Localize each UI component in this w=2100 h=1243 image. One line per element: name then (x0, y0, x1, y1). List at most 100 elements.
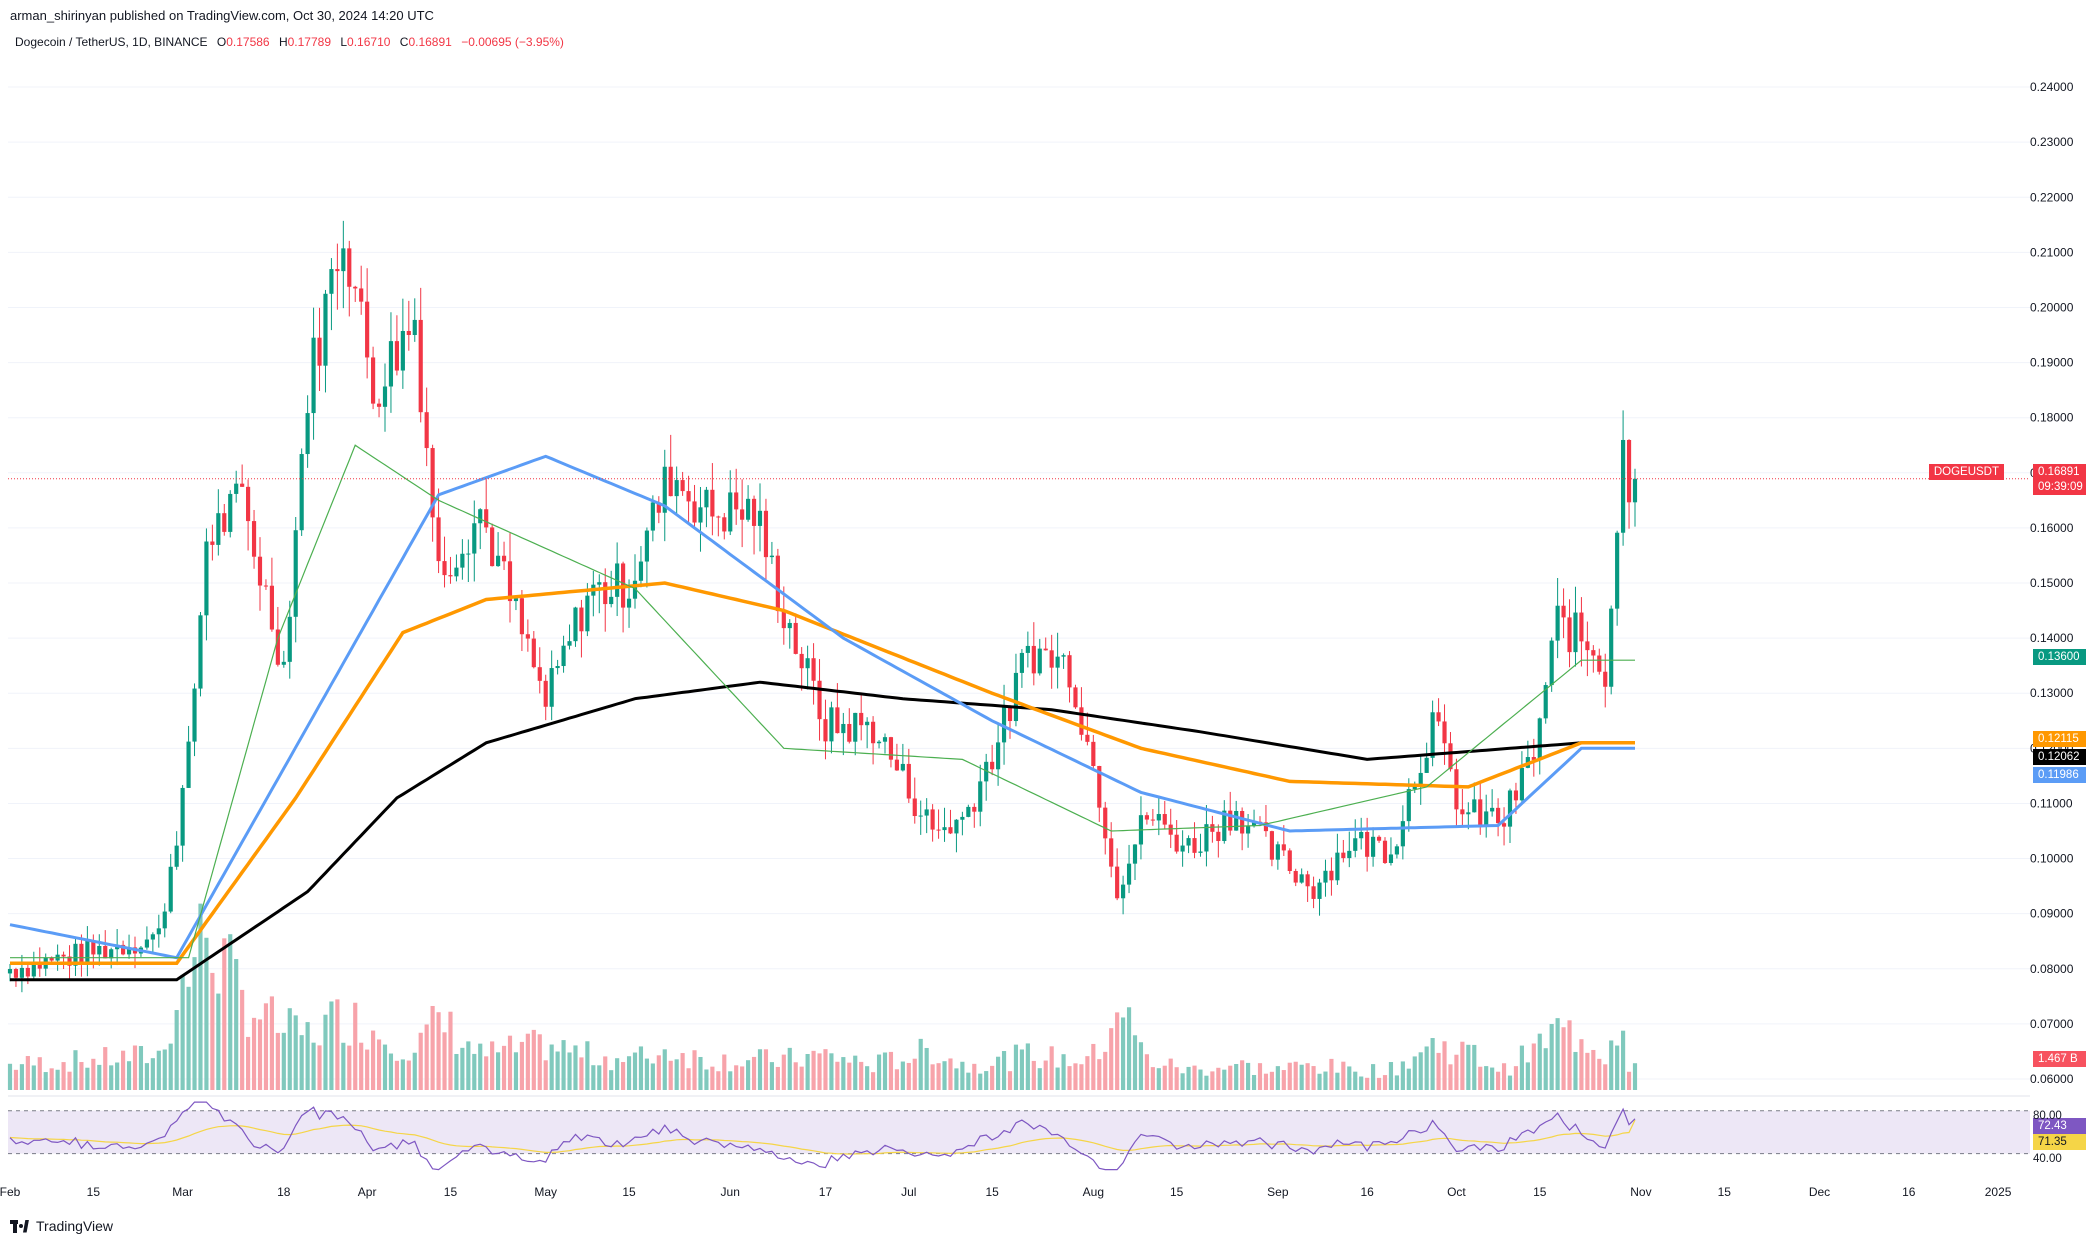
volume-bar (1275, 1066, 1280, 1090)
time-axis-label: 15 (1170, 1185, 1184, 1199)
volume-bar (1424, 1046, 1429, 1090)
volume-bar (269, 996, 274, 1090)
candle-body (525, 634, 530, 639)
volume-bar (1371, 1064, 1376, 1090)
volume-bar (656, 1055, 661, 1090)
time-axis-label: Oct (1447, 1185, 1466, 1199)
candle-body (287, 616, 292, 662)
candle-body (335, 269, 340, 272)
candle-body (1049, 650, 1054, 668)
time-axis-label: 15 (622, 1185, 636, 1199)
candle-body (1621, 439, 1626, 533)
volume-bar (621, 1062, 626, 1090)
candle-body (424, 412, 429, 449)
volume-bar (1466, 1044, 1471, 1090)
candle-body (1103, 807, 1108, 839)
candle-body (388, 341, 394, 387)
candle-body (144, 939, 149, 948)
candle-body (1376, 836, 1382, 841)
volume-bar (978, 1073, 983, 1090)
ma-orange-tag: 0.12115 (2033, 731, 2086, 747)
volume-bar (1394, 1075, 1399, 1090)
candle-body (704, 489, 709, 508)
volume-bar (424, 1024, 429, 1090)
volume-bar (692, 1050, 697, 1090)
candle-body (1549, 640, 1554, 686)
volume-bar (900, 1061, 905, 1090)
volume-bar (549, 1044, 554, 1090)
volume-bar (1626, 1071, 1632, 1090)
candle-body (1347, 850, 1352, 859)
volume-bar (335, 999, 340, 1090)
volume-bar (525, 1033, 530, 1090)
candle-body (1496, 807, 1501, 824)
candle-body (109, 949, 114, 959)
volume-bar (829, 1053, 834, 1090)
candle-body (835, 707, 840, 734)
candle-body (1484, 811, 1489, 827)
candle-body (912, 798, 917, 817)
candle-body (150, 934, 155, 940)
ma-line-black (10, 680, 1635, 982)
volume-bar (1269, 1071, 1274, 1090)
candle-body (853, 712, 858, 742)
volume-bar (1115, 1012, 1120, 1090)
volume-bar (115, 1062, 120, 1090)
candle-body (763, 510, 769, 558)
candle-body (1424, 757, 1429, 773)
volume-bar (948, 1058, 953, 1090)
volume-bar (216, 993, 221, 1090)
candle-body (918, 815, 923, 817)
volume-bar (1365, 1077, 1370, 1090)
candle-body (1513, 790, 1519, 801)
volume-bar (930, 1064, 935, 1090)
volume-bar (103, 1047, 108, 1090)
tradingview-brand[interactable]: TradingView (10, 1218, 113, 1234)
candle-body (251, 521, 257, 557)
volume-bar (501, 1045, 507, 1090)
volume-bar (144, 1063, 149, 1090)
candle-body (1031, 645, 1036, 674)
volume-bar (615, 1058, 620, 1090)
candle-body (1537, 718, 1542, 760)
volume-bar (1555, 1018, 1560, 1090)
candle-body (984, 761, 989, 782)
volume-bar (1246, 1062, 1251, 1090)
candle-body (674, 480, 679, 497)
volume-bar (662, 1049, 667, 1090)
volume-bar (882, 1052, 888, 1090)
volume-bar (109, 1065, 114, 1090)
volume-bar (668, 1060, 673, 1090)
volume-bar (1501, 1063, 1507, 1090)
candle-body (454, 567, 459, 577)
volume-bar (1537, 1033, 1542, 1090)
volume-bar (293, 1015, 298, 1090)
candle-body (1454, 769, 1459, 810)
time-axis-label: Apr (358, 1185, 377, 1199)
candle-body (1085, 734, 1090, 742)
volume-bar (138, 1046, 144, 1090)
candle-body (865, 721, 870, 726)
candle-body (1591, 650, 1596, 656)
volume-bar (906, 1062, 911, 1090)
rsi-pane (8, 1095, 2030, 1171)
candle-body (871, 721, 876, 744)
candle-body (1144, 815, 1149, 820)
volume-bar (680, 1053, 685, 1090)
volume-bar (543, 1060, 548, 1090)
publish-info: arman_shirinyan published on TradingView… (10, 8, 434, 23)
candle-body (876, 741, 882, 744)
candle-body (1115, 866, 1120, 899)
volume-bar (1513, 1066, 1519, 1090)
candle-body (1418, 772, 1423, 785)
volume-bar (496, 1052, 501, 1090)
candle-body (1192, 838, 1197, 853)
candle-body (305, 413, 310, 455)
candle-body (1466, 812, 1471, 815)
volume-bar (1126, 1007, 1132, 1090)
volume-bar (686, 1068, 691, 1090)
candle-body (1013, 672, 1019, 722)
candle-body (1597, 655, 1602, 672)
symbol-legend: Dogecoin / TetherUS, 1D, BINANCE O0.1758… (15, 35, 564, 49)
